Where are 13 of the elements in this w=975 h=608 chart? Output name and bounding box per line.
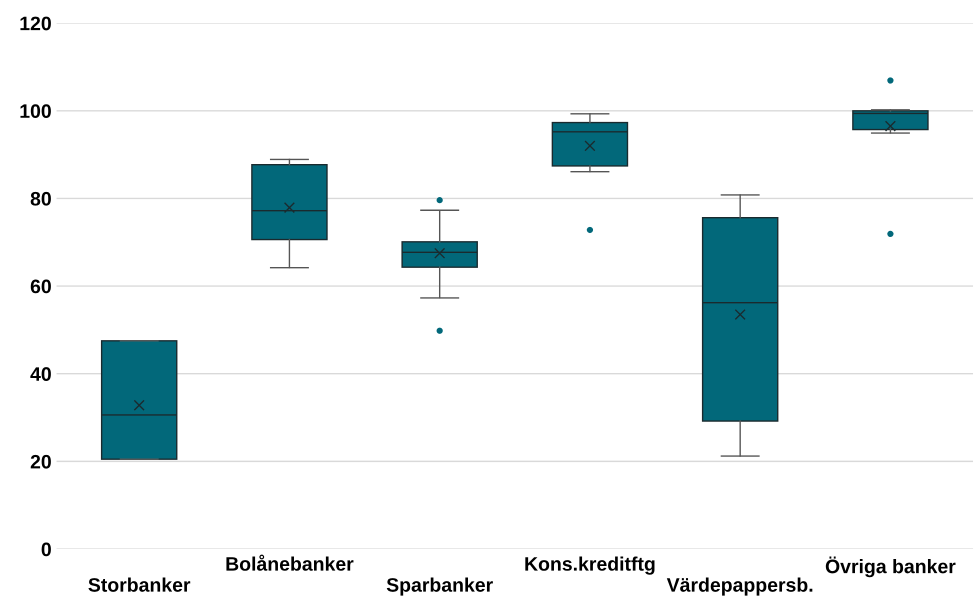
y-tick-label: 80 xyxy=(30,192,51,206)
x-tick-label: Bolånebanker xyxy=(226,554,354,571)
x-tick-label: Storbanker xyxy=(88,578,190,592)
y-tick-label: 0 xyxy=(42,542,51,556)
y-tick-label: 40 xyxy=(30,367,51,381)
y-tick-label: 20 xyxy=(30,454,51,469)
x-tick-label: Sparbanker xyxy=(386,578,493,596)
x-tick-label: Kons.kreditftg xyxy=(525,556,655,575)
x-tick-label: Värdepappersb. xyxy=(666,578,812,596)
x-tick-label: Övriga banker xyxy=(826,556,956,578)
y-tick-label: 120 xyxy=(20,16,51,30)
y-tick-label: 60 xyxy=(30,280,51,294)
y-tick-label: 100 xyxy=(20,104,51,118)
